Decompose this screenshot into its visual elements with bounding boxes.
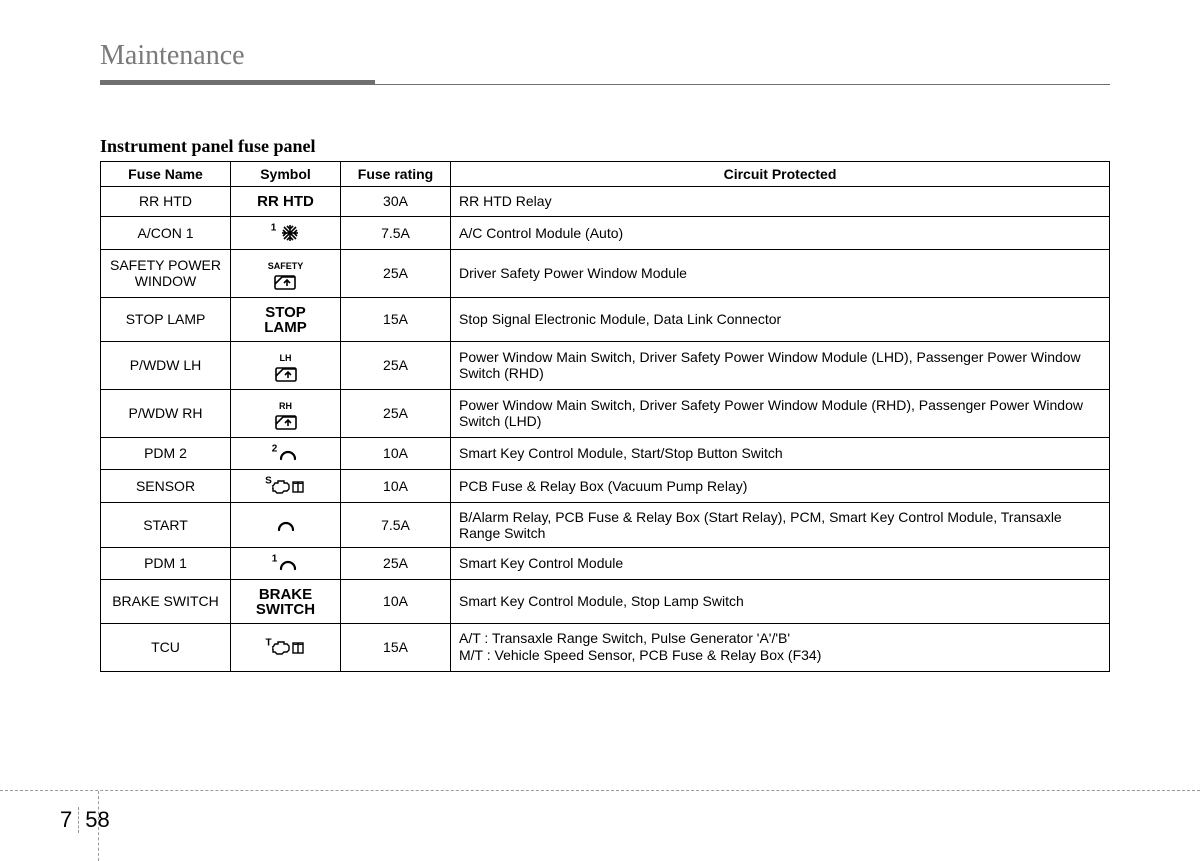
engine-manual-icon: S [265,476,306,492]
footer-dashed-rule [0,790,1200,791]
page-number-box: 7 58 [60,807,110,833]
cell-fuse-rating: 25A [341,547,451,579]
power-window-icon: LH [274,354,298,383]
cell-fuse-rating: 25A [341,341,451,389]
fuse-table: Fuse Name Symbol Fuse rating Circuit Pro… [100,161,1110,672]
table-row: PDM 1 1 25ASmart Key Control Module [101,547,1110,579]
cell-circuit: Smart Key Control Module [451,547,1110,579]
power-window-icon: SAFETY [268,262,304,291]
cell-fuse-name: P/WDW RH [101,389,231,437]
table-row: P/WDW LH LH 25APower Window Main Switch,… [101,341,1110,389]
cell-fuse-name: SAFETY POWER WINDOW [101,249,231,297]
header-rule [100,80,1110,86]
cell-fuse-name: STOP LAMP [101,297,231,341]
table-row: PDM 2 2 10ASmart Key Control Module, Sta… [101,437,1110,469]
section-title: Instrument panel fuse panel [100,136,1110,157]
page-section-number: 7 [60,807,79,833]
cell-fuse-name: TCU [101,623,231,671]
cell-circuit: Smart Key Control Module, Start/Stop But… [451,437,1110,469]
cell-fuse-name: A/CON 1 [101,216,231,249]
cell-circuit: Power Window Main Switch, Driver Safety … [451,389,1110,437]
table-row: A/CON 1 1 7.5AA/C Control Module (Auto) [101,216,1110,249]
cell-fuse-name: PDM 2 [101,437,231,469]
cell-symbol: T [231,623,341,671]
header-title: Maintenance [100,40,1110,78]
cell-fuse-rating: 10A [341,469,451,502]
cell-circuit: B/Alarm Relay, PCB Fuse & Relay Box (Sta… [451,502,1110,547]
cell-circuit: RR HTD Relay [451,187,1110,217]
cell-fuse-rating: 15A [341,623,451,671]
cell-circuit: Stop Signal Electronic Module, Data Link… [451,297,1110,341]
cell-symbol: S [231,469,341,502]
cell-symbol [231,502,341,547]
cell-circuit: Power Window Main Switch, Driver Safety … [451,341,1110,389]
cell-symbol: BRAKESWITCH [231,579,341,623]
table-row: RR HTD RR HTD 30ARR HTD Relay [101,187,1110,217]
cell-symbol: 2 [231,437,341,469]
table-row: P/WDW RH RH 25APower Window Main Switch,… [101,389,1110,437]
cell-symbol: STOPLAMP [231,297,341,341]
page: Maintenance Instrument panel fuse panel … [0,0,1200,861]
cell-fuse-name: START [101,502,231,547]
start-arc-icon: 2 [272,444,300,460]
cell-fuse-name: RR HTD [101,187,231,217]
col-fuse-rating: Fuse rating [341,162,451,187]
cell-circuit: Driver Safety Power Window Module [451,249,1110,297]
table-row: START 7.5AB/Alarm Relay, PCB Fuse & Rela… [101,502,1110,547]
cell-fuse-name: BRAKE SWITCH [101,579,231,623]
col-circuit: Circuit Protected [451,162,1110,187]
cell-fuse-name: SENSOR [101,469,231,502]
power-window-icon: RH [274,402,298,431]
col-symbol: Symbol [231,162,341,187]
engine-manual-icon: T [265,638,305,654]
start-arc-icon: 1 [272,554,300,570]
cell-fuse-rating: 25A [341,249,451,297]
cell-symbol: LH [231,341,341,389]
cell-fuse-name: PDM 1 [101,547,231,579]
cell-circuit: A/C Control Module (Auto) [451,216,1110,249]
cell-symbol: RR HTD [231,187,341,217]
cell-fuse-rating: 7.5A [341,216,451,249]
table-row: TCU T 15AA/T : Transaxle Range Switch, P… [101,623,1110,671]
symbol-text: BRAKESWITCH [256,587,315,617]
table-row: BRAKE SWITCH BRAKESWITCH 10ASmart Key Co… [101,579,1110,623]
cell-symbol: 1 [231,547,341,579]
start-arc-icon [275,516,297,532]
cell-fuse-rating: 25A [341,389,451,437]
symbol-text: RR HTD [257,194,314,210]
col-fuse-name: Fuse Name [101,162,231,187]
table-row: SAFETY POWER WINDOW SAFETY 25ADriver Saf… [101,249,1110,297]
cell-circuit: A/T : Transaxle Range Switch, Pulse Gene… [451,623,1110,671]
cell-fuse-rating: 30A [341,187,451,217]
table-row: SENSOR S 10APCB Fuse & Relay Box (Vacuum… [101,469,1110,502]
cell-fuse-rating: 15A [341,297,451,341]
cell-symbol: SAFETY [231,249,341,297]
table-row: STOP LAMP STOPLAMP 15AStop Signal Electr… [101,297,1110,341]
cell-fuse-name: P/WDW LH [101,341,231,389]
cell-fuse-rating: 10A [341,437,451,469]
page-number: 58 [79,807,109,833]
cell-symbol: 1 [231,216,341,249]
cell-fuse-rating: 10A [341,579,451,623]
snowflake-icon: 1 [271,223,300,239]
symbol-text: STOPLAMP [264,305,307,335]
cell-circuit: PCB Fuse & Relay Box (Vacuum Pump Relay) [451,469,1110,502]
cell-fuse-rating: 7.5A [341,502,451,547]
cell-symbol: RH [231,389,341,437]
table-header-row: Fuse Name Symbol Fuse rating Circuit Pro… [101,162,1110,187]
cell-circuit: Smart Key Control Module, Stop Lamp Swit… [451,579,1110,623]
